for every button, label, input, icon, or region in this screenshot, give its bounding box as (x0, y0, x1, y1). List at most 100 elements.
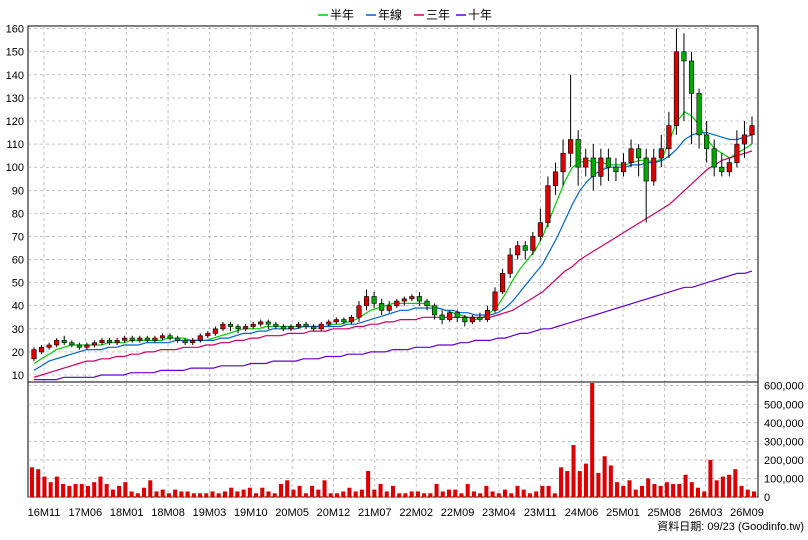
candle-body (613, 166, 619, 173)
volume-bar (322, 480, 327, 497)
volume-bar (229, 487, 234, 497)
volume-bar (54, 476, 59, 497)
candle-body (190, 340, 196, 343)
candle-body (235, 326, 241, 330)
volume-bar (79, 484, 84, 497)
volume-bar (142, 487, 147, 497)
price-tick-label: 40 (12, 301, 24, 313)
volume-bar (297, 485, 302, 497)
volume-bar (689, 482, 694, 497)
volume-bar (173, 489, 178, 497)
volume-bar (198, 493, 203, 497)
candle-body (741, 134, 748, 145)
candle-body (341, 319, 347, 323)
volume-bar (627, 480, 632, 497)
price-panel: 10 20 30 40 50 60 70 80 90 100 110 120 130 140 150 160 (6, 24, 759, 383)
volume-bar (334, 493, 340, 497)
candle-body (704, 134, 710, 150)
volume-bar (496, 493, 501, 497)
volume-bar (471, 491, 476, 497)
candle-body (122, 337, 128, 341)
volume-bar (191, 493, 196, 497)
candle-body (167, 335, 173, 339)
volume-plot-frame (27, 381, 759, 498)
candle-body (416, 296, 423, 302)
volume-bar (583, 463, 588, 497)
volume-bar (664, 482, 669, 497)
candle-body (76, 344, 82, 348)
candlesticks (31, 28, 755, 362)
volume-bar (160, 489, 165, 497)
volume-bar (92, 482, 97, 497)
x-axis-ticks: 16M11 17M06 18M01 18M08 19M03 19M10 20M05 20M12… (28, 507, 764, 519)
volume-bar (714, 480, 719, 497)
volume-bar (639, 485, 644, 497)
price-tick-label: 10 (12, 370, 24, 382)
volume-bar (384, 491, 389, 497)
volume-bar (503, 489, 508, 497)
x-tick-label: 20M12 (317, 507, 351, 519)
volume-bar (683, 474, 688, 497)
candle-body (462, 316, 468, 323)
volume-bar (559, 467, 564, 497)
candle-body (749, 125, 755, 136)
volume-bar (366, 471, 371, 497)
volume-bar (615, 482, 620, 497)
volume-bar (241, 489, 246, 497)
candle-body (636, 148, 642, 159)
volume-tick-label: 0 (764, 492, 770, 504)
volume-bar (509, 493, 514, 497)
candle-body (303, 323, 309, 327)
price-tick-label: 110 (6, 139, 24, 151)
volume-bar (29, 467, 35, 497)
candle-body (265, 321, 271, 325)
candle-body (628, 148, 634, 163)
candle-body (409, 296, 415, 300)
candle-body (318, 323, 324, 330)
candle-body (447, 312, 453, 320)
candle-body (258, 321, 264, 325)
candle-body (288, 326, 294, 330)
candle-body (205, 333, 211, 337)
volume-bar (478, 493, 483, 497)
volume-bar (397, 493, 402, 497)
price-tick-label: 80 (12, 208, 24, 220)
candle-body (91, 342, 98, 346)
moving-average-lines (33, 111, 753, 381)
candle-body (681, 51, 687, 62)
volume-bar (148, 480, 153, 497)
x-tick-label: 19M03 (193, 507, 227, 519)
x-tick-label: 19M10 (234, 507, 268, 519)
volume-bar (123, 482, 128, 497)
volume-bar (602, 456, 607, 497)
volume-bar (36, 469, 41, 497)
volume-bar (521, 489, 526, 497)
candle-body (280, 326, 286, 330)
ma-line-3 (33, 150, 753, 378)
candle-body (666, 125, 672, 150)
volume-bar (67, 485, 72, 497)
candle-body (197, 335, 203, 341)
candle-body (84, 344, 90, 348)
volume-bar (235, 491, 240, 497)
candle-body (144, 337, 150, 341)
candle-body (568, 139, 574, 154)
volume-bar (129, 491, 134, 497)
volume-bar (671, 484, 676, 497)
x-tick-label: 22M02 (399, 507, 433, 519)
price-tick-label: 60 (12, 255, 24, 267)
candle-body (583, 157, 589, 168)
volume-bar (303, 493, 308, 497)
volume-bar (222, 491, 227, 497)
candle-body (273, 323, 279, 327)
volume-bar (515, 485, 520, 497)
volume-bar (527, 493, 532, 497)
x-tick-label: 26M09 (730, 507, 764, 519)
volume-bar (48, 482, 53, 497)
volume-bar (185, 491, 190, 497)
x-tick-label: 25M08 (647, 507, 681, 519)
legend-label-4: 十年 (468, 8, 492, 22)
candle-body (424, 300, 430, 307)
volume-bar (745, 489, 750, 497)
ma-line-2 (33, 132, 753, 371)
